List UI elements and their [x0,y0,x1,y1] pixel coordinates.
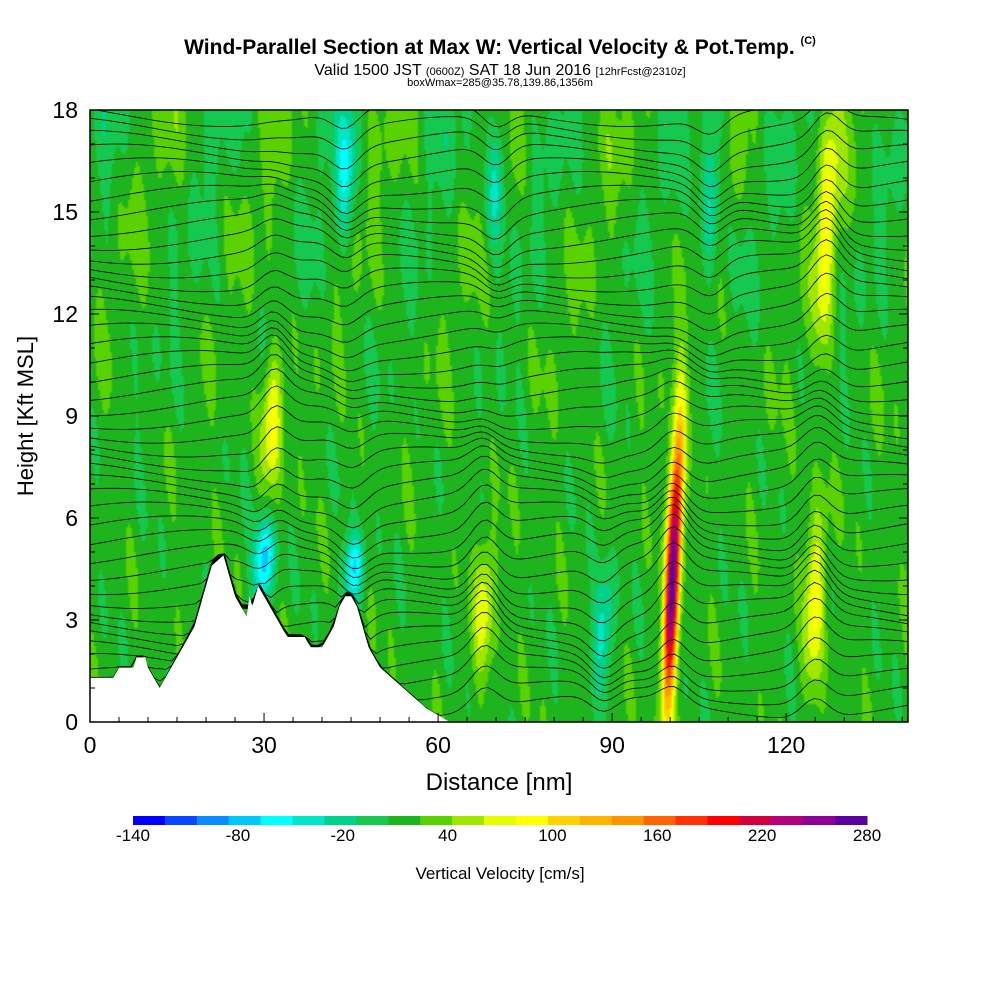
theta-contour [90,272,908,332]
theta-contour [90,484,908,545]
plot-area [90,110,908,722]
forecast-info: [12hrFcst@2310z] [595,66,686,78]
y-tick-label: 0 [65,709,78,735]
theta-contour [90,542,908,604]
colorbar [133,816,868,825]
colorbar-title: Vertical Velocity [cm/s] [415,864,585,883]
theta-contour [93,110,908,135]
y-tick-label: 12 [52,301,78,327]
theta-contour [90,415,908,464]
theta-contour [90,217,908,278]
chart-subtitle: Valid 1500 JST (0600Z) SAT 18 Jun 2016 [… [0,62,1000,80]
theta-contour [90,368,908,417]
colorbar-swatch [133,816,166,825]
x-tick-label: 60 [425,732,451,758]
theta-contour [90,254,908,315]
colorbar-tick-label: 220 [747,826,777,845]
theta-contour [90,327,908,372]
colorbar-swatch [611,816,645,825]
theta-contour [90,292,908,346]
theta-contour [90,343,908,392]
x-tick-label: 90 [599,732,625,758]
theta-contour [90,385,908,430]
x-tick-label: 0 [84,732,97,758]
theta-contour [90,427,908,479]
theta-contour [90,191,908,240]
colorbar-swatch [420,816,453,825]
theta-contour [90,468,908,529]
colorbar-swatch [356,816,389,825]
theta-contour [90,314,908,359]
theta-contour [90,455,908,510]
x-axis-ticks: 0 30 60 90 120 [84,713,903,758]
colorbar-tick-label: 280 [852,826,882,845]
chart-title-text: Wind-Parallel Section at Max W: Vertical… [184,36,795,59]
colorbar-swatch [579,816,613,825]
colorbar-swatch [324,816,357,825]
y-tick-label: 3 [65,607,78,633]
x-tick-label: 30 [251,732,277,758]
theta-contour [90,526,908,586]
theta-contour [90,441,908,491]
colorbar-tick-label: -140 [115,826,151,845]
potential-temperature-contours [90,110,908,718]
theta-contour [90,226,908,286]
y-tick-label: 6 [65,505,78,531]
colorbar-swatch [452,816,485,825]
theta-contour [90,129,908,188]
theta-contour [90,179,908,224]
box-wmax-note: boxWmax=285@35.78,139.86,1356m [407,77,593,89]
colorbar-swatch [388,816,421,825]
colorbar-swatch [643,816,677,825]
colorbar-swatch [260,816,294,825]
colorbar-swatch [484,816,517,825]
valid-zulu: (0600Z) [425,66,465,78]
theta-contour [90,513,908,578]
theta-contour [90,504,908,570]
theta-contour [90,334,908,382]
colorbar-swatch [675,816,708,825]
y-axis-label: Height [Kft MSL] [13,336,38,496]
colorbar-tick-label: 40 [438,826,458,845]
colorbar-swatch [803,816,836,825]
colorbar-swatch [515,816,549,825]
y-tick-label: 18 [52,97,78,123]
terrain [90,555,450,722]
colorbar-swatch [739,816,772,825]
theta-contour [90,110,908,155]
y-tick-label: 9 [65,403,78,429]
copyright-mark: (C) [800,35,816,47]
colorbar-swatch [771,816,804,825]
theta-contour [90,164,908,215]
valid-time: Valid 1500 JST [314,62,422,79]
colorbar-swatch [292,816,325,825]
valid-date: SAT 18 Jun 2016 [468,62,592,79]
colorbar-swatch [196,816,230,825]
colorbar-swatch [707,816,740,825]
colorbar-swatch [835,816,868,825]
colorbar-tick-label: -20 [330,826,355,845]
chart-title: Wind-Parallel Section at Max W: Vertical… [0,35,1000,60]
colorbar-swatch [547,816,581,825]
theta-contour [90,200,908,256]
x-axis-label: Distance [nm] [426,769,573,796]
theta-contour [90,354,908,403]
theta-contour [90,405,908,447]
theta-contour [90,496,908,559]
theta-contour [90,112,908,173]
theta-contour [90,239,908,297]
colorbar-tick-label: 100 [538,826,567,845]
colorbar-swatch [164,816,198,825]
y-tick-label: 15 [52,199,78,225]
y-axis-ticks: 0 3 6 9 12 15 18 [52,97,908,735]
colorbar-swatch [228,816,262,825]
x-tick-label: 120 [767,732,805,758]
theta-contour [90,209,908,268]
theta-contour [90,147,908,203]
colorbar-tick-label: 160 [643,826,672,845]
colorbar-tick-label: -80 [225,826,251,845]
